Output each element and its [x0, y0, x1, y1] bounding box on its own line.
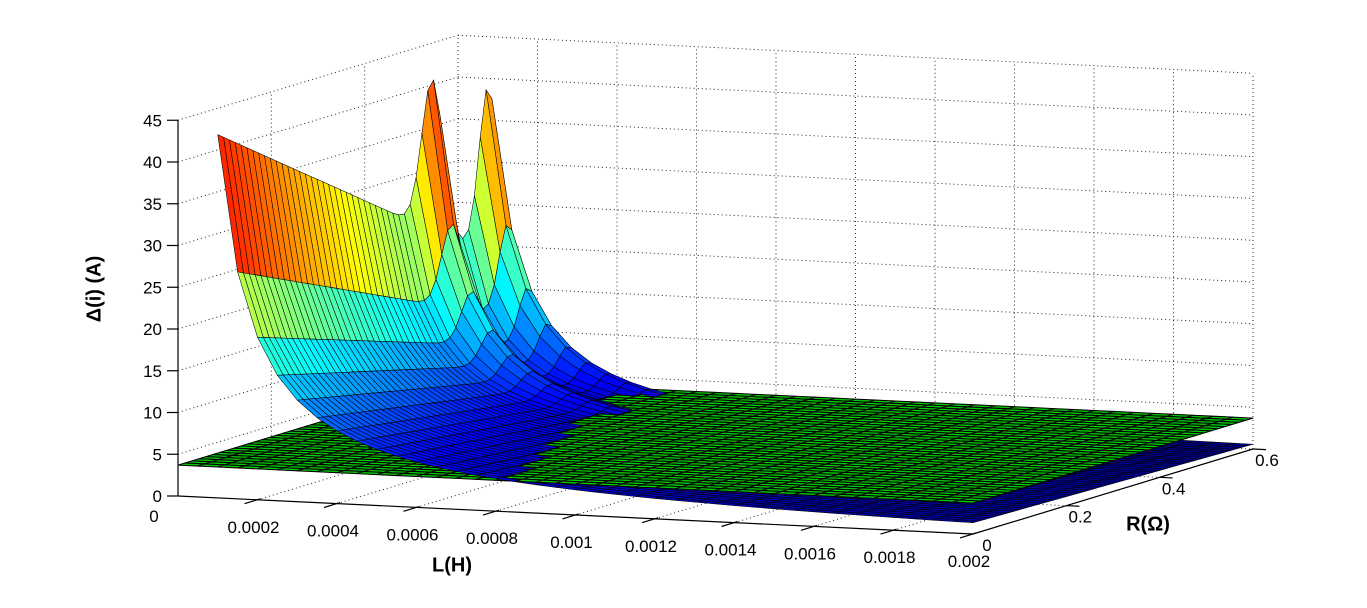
- x-tick-label: 0.0004: [307, 522, 359, 541]
- x-tick-label: 0.0006: [387, 525, 439, 544]
- x-tick-label: 0.002: [948, 552, 991, 571]
- x-tick-label: 0.0012: [625, 537, 677, 556]
- x-tick-label: 0.0002: [228, 518, 280, 537]
- surfaces: [177, 79, 1254, 524]
- z-tick-label: 0: [153, 487, 162, 506]
- z-tick-label: 30: [143, 237, 162, 256]
- z-tick-label: 35: [143, 195, 162, 214]
- y-tick-label: 0.4: [1162, 479, 1186, 498]
- x-tick-label: 0.0014: [705, 541, 757, 560]
- x-tick-label: 0.0008: [466, 529, 518, 548]
- x-tick-label: 0.001: [550, 533, 593, 552]
- z-tick-label: 10: [143, 404, 162, 423]
- z-tick-label: 20: [143, 320, 162, 339]
- x-tick-label: 0.0018: [864, 548, 916, 567]
- y-tick-label: 0: [982, 536, 991, 555]
- y-axis-label: R(Ω): [1126, 513, 1170, 536]
- x-tick-label: 0: [149, 507, 158, 526]
- z-axis-label: Δ(i) (A): [83, 255, 106, 323]
- z-tick-label: 5: [153, 445, 162, 464]
- z-tick-label: 45: [143, 111, 162, 130]
- z-tick-label: 25: [143, 278, 162, 297]
- tick-labels: 0 5 10 15 20 25 30 35 40 45 0 0.0002 0.0004 0.0006 0.0…: [143, 111, 1279, 571]
- z-tick-label: 40: [143, 153, 162, 172]
- y-tick-label: 0.6: [1255, 451, 1279, 470]
- y-tick-label: 0.2: [1069, 508, 1093, 527]
- z-tick-label: 15: [143, 362, 162, 381]
- x-tick-label: 0.0016: [784, 544, 836, 563]
- x-axis-label: L(H): [432, 554, 472, 577]
